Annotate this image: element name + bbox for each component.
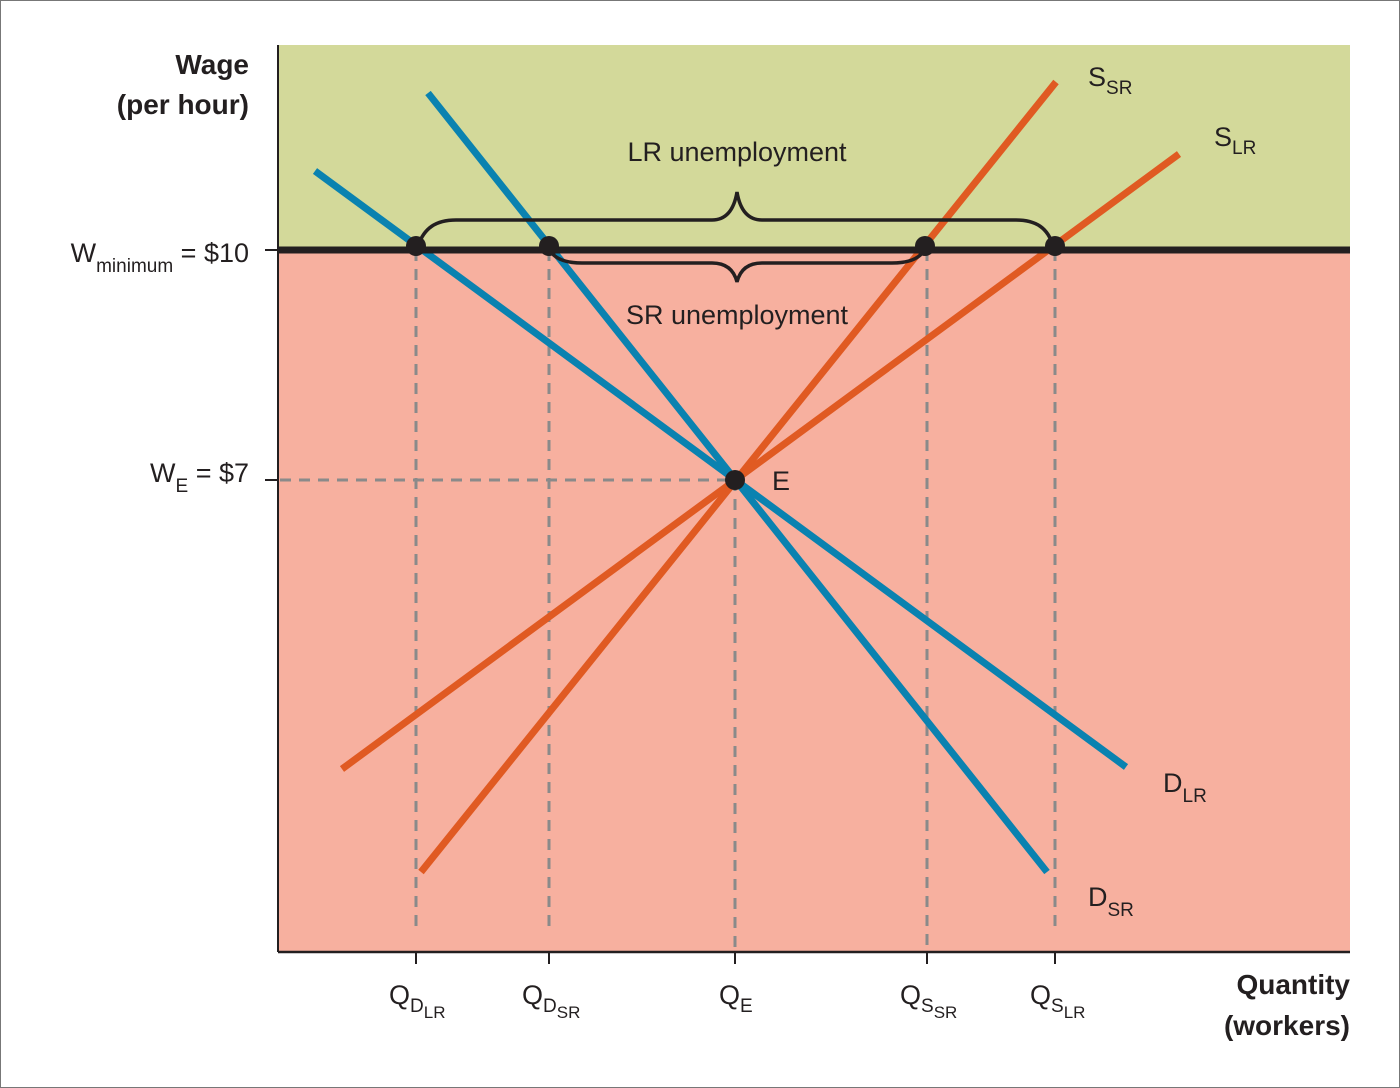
equilibrium-label: E bbox=[772, 466, 790, 496]
supply-lr-label: SLR bbox=[1214, 122, 1256, 159]
x-tick-qs-sr: QSSR bbox=[900, 980, 957, 1022]
equilibrium-wage-label: WE = $7 bbox=[150, 458, 249, 497]
x-tick-qd-sr: QDSR bbox=[522, 980, 580, 1022]
sr-unemployment-label: SR unemployment bbox=[626, 300, 849, 330]
lr-unemployment-label: LR unemployment bbox=[627, 137, 847, 167]
intersection-points bbox=[406, 236, 1065, 490]
demand-lr-label: DLR bbox=[1163, 768, 1207, 807]
demand-lr-curve bbox=[312, 168, 1129, 770]
x-tick-qs-lr: QSLR bbox=[1030, 980, 1085, 1022]
minimum-wage-label: Wminimum = $10 bbox=[71, 238, 249, 277]
above-minimum-region bbox=[278, 45, 1350, 250]
equilibrium-point bbox=[725, 470, 745, 490]
x-tick-qe: QE bbox=[719, 980, 753, 1017]
below-minimum-region bbox=[278, 250, 1350, 952]
axis-ticks bbox=[265, 249, 1056, 964]
y-axis-label: Wage bbox=[175, 49, 249, 80]
y-axis-label-unit: (per hour) bbox=[117, 89, 249, 120]
x-axis-label-unit: (workers) bbox=[1224, 1010, 1350, 1041]
guide-lines bbox=[280, 250, 1057, 952]
lr-unemployment-brace bbox=[416, 191, 1055, 247]
x-tick-qd-lr: QDLR bbox=[389, 980, 445, 1022]
supply-lr-curve bbox=[339, 151, 1182, 772]
supply-sr-label: SSR bbox=[1088, 62, 1132, 99]
x-axis-label: Quantity bbox=[1236, 969, 1350, 1000]
demand-sr-label: DSR bbox=[1088, 882, 1134, 921]
sr-unemployment-brace bbox=[549, 250, 925, 283]
